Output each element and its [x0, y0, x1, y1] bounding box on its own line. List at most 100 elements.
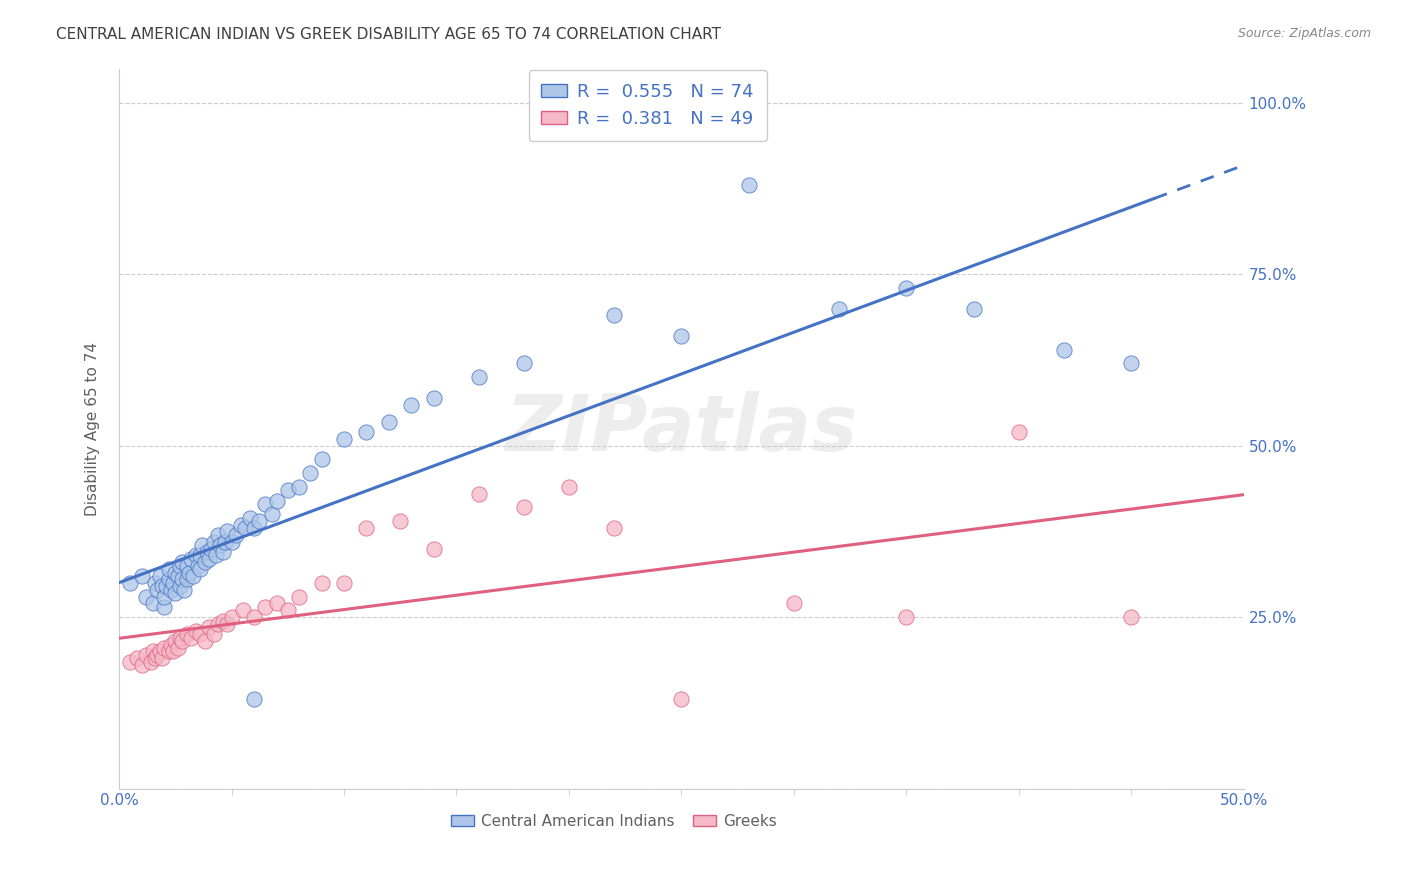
Point	[120, 575, 142, 590]
Legend: Central American Indians, Greeks: Central American Indians, Greeks	[444, 807, 783, 835]
Point	[146, 648, 169, 662]
Point	[671, 692, 693, 706]
Text: ZIPatlas: ZIPatlas	[505, 391, 858, 467]
Point	[165, 634, 187, 648]
Point	[176, 573, 198, 587]
Point	[157, 562, 180, 576]
Point	[277, 483, 299, 498]
Point	[153, 590, 176, 604]
Point	[146, 582, 169, 597]
Point	[191, 538, 214, 552]
Point	[468, 486, 491, 500]
Point	[1121, 610, 1143, 624]
Point	[225, 528, 247, 542]
Point	[209, 538, 232, 552]
Point	[125, 651, 148, 665]
Point	[170, 634, 193, 648]
Point	[162, 644, 184, 658]
Point	[1121, 356, 1143, 370]
Point	[170, 573, 193, 587]
Point	[207, 528, 229, 542]
Point	[143, 651, 166, 665]
Point	[1053, 343, 1076, 357]
Point	[142, 596, 165, 610]
Point	[135, 648, 157, 662]
Point	[188, 549, 211, 563]
Point	[277, 603, 299, 617]
Point	[193, 555, 215, 569]
Point	[180, 631, 202, 645]
Point	[1008, 425, 1031, 439]
Point	[233, 521, 256, 535]
Point	[139, 655, 162, 669]
Point	[157, 644, 180, 658]
Point	[177, 566, 200, 580]
Point	[148, 644, 170, 658]
Point	[202, 627, 225, 641]
Point	[266, 493, 288, 508]
Point	[150, 651, 173, 665]
Point	[153, 640, 176, 655]
Text: Source: ZipAtlas.com: Source: ZipAtlas.com	[1237, 27, 1371, 40]
Point	[215, 616, 238, 631]
Point	[150, 579, 173, 593]
Point	[333, 575, 356, 590]
Point	[215, 524, 238, 539]
Point	[311, 575, 333, 590]
Point	[166, 569, 188, 583]
Point	[143, 575, 166, 590]
Point	[188, 562, 211, 576]
Point	[166, 640, 188, 655]
Point	[159, 582, 181, 597]
Point	[204, 549, 226, 563]
Point	[142, 644, 165, 658]
Point	[214, 534, 236, 549]
Point	[184, 624, 207, 638]
Point	[157, 573, 180, 587]
Point	[229, 517, 252, 532]
Point	[254, 599, 277, 614]
Point	[193, 634, 215, 648]
Point	[159, 638, 181, 652]
Point	[232, 603, 254, 617]
Point	[221, 610, 243, 624]
Point	[155, 579, 177, 593]
Point	[195, 545, 218, 559]
Point	[202, 534, 225, 549]
Point	[181, 569, 204, 583]
Point	[238, 510, 260, 524]
Point	[170, 555, 193, 569]
Point	[333, 432, 356, 446]
Point	[828, 301, 851, 316]
Point	[423, 391, 446, 405]
Point	[131, 569, 153, 583]
Point	[243, 610, 266, 624]
Point	[254, 497, 277, 511]
Point	[401, 398, 423, 412]
Point	[671, 329, 693, 343]
Point	[165, 566, 187, 580]
Point	[135, 590, 157, 604]
Point	[513, 500, 536, 515]
Point	[896, 281, 918, 295]
Point	[299, 466, 322, 480]
Point	[153, 599, 176, 614]
Point	[176, 558, 198, 573]
Point	[187, 558, 209, 573]
Point	[211, 545, 233, 559]
Point	[783, 596, 806, 610]
Point	[468, 370, 491, 384]
Text: CENTRAL AMERICAN INDIAN VS GREEK DISABILITY AGE 65 TO 74 CORRELATION CHART: CENTRAL AMERICAN INDIAN VS GREEK DISABIL…	[56, 27, 721, 42]
Point	[162, 575, 184, 590]
Point	[211, 614, 233, 628]
Point	[198, 551, 221, 566]
Point	[603, 521, 626, 535]
Point	[131, 658, 153, 673]
Point	[963, 301, 986, 316]
Point	[603, 309, 626, 323]
Point	[356, 521, 378, 535]
Point	[169, 631, 191, 645]
Point	[288, 480, 311, 494]
Point	[243, 692, 266, 706]
Point	[169, 558, 191, 573]
